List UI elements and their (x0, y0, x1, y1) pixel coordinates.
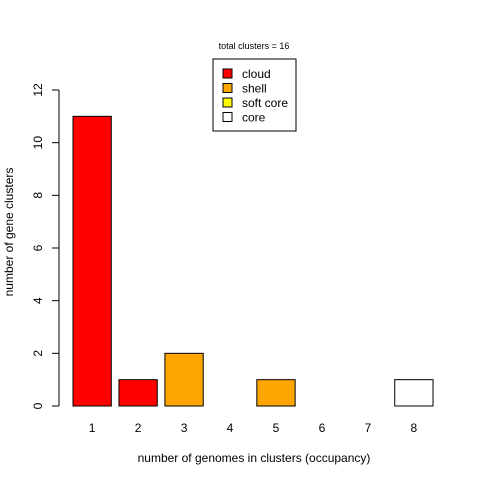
bar-series (73, 116, 433, 406)
legend-swatch (223, 113, 232, 122)
y-axis: 0 2 4 6 8 10 12 (31, 83, 59, 409)
legend-swatch (223, 98, 232, 107)
bar (119, 380, 157, 406)
y-tick-label: 6 (31, 244, 45, 251)
y-tick-label: 8 (31, 192, 45, 199)
x-axis-tick-labels: 1 2 3 4 5 6 7 8 (89, 421, 418, 435)
x-tick-label: 4 (227, 421, 234, 435)
bar (73, 116, 111, 406)
legend-label: soft core (242, 96, 288, 110)
x-tick-label: 7 (365, 421, 372, 435)
y-tick-label: 12 (31, 83, 45, 97)
bar (257, 380, 295, 406)
x-tick-label: 8 (411, 421, 418, 435)
x-tick-label: 6 (319, 421, 326, 435)
y-tick-label: 0 (31, 402, 45, 409)
legend-label: core (242, 111, 266, 125)
y-tick-label: 2 (31, 350, 45, 357)
y-tick-label: 10 (31, 136, 45, 150)
x-tick-label: 2 (135, 421, 142, 435)
chart-title: total clusters = 16 (219, 41, 290, 51)
legend-label: shell (242, 82, 267, 96)
legend-label: cloud (242, 67, 271, 81)
bar (395, 380, 433, 406)
x-tick-label: 5 (273, 421, 280, 435)
y-axis-label: number of gene clusters (2, 168, 16, 297)
x-tick-label: 1 (89, 421, 96, 435)
legend-swatch (223, 84, 232, 93)
legend-swatch (223, 69, 232, 78)
bar (165, 353, 203, 406)
x-tick-label: 3 (181, 421, 188, 435)
x-axis-label: number of genomes in clusters (occupancy… (138, 451, 371, 465)
y-tick-label: 4 (31, 297, 45, 304)
